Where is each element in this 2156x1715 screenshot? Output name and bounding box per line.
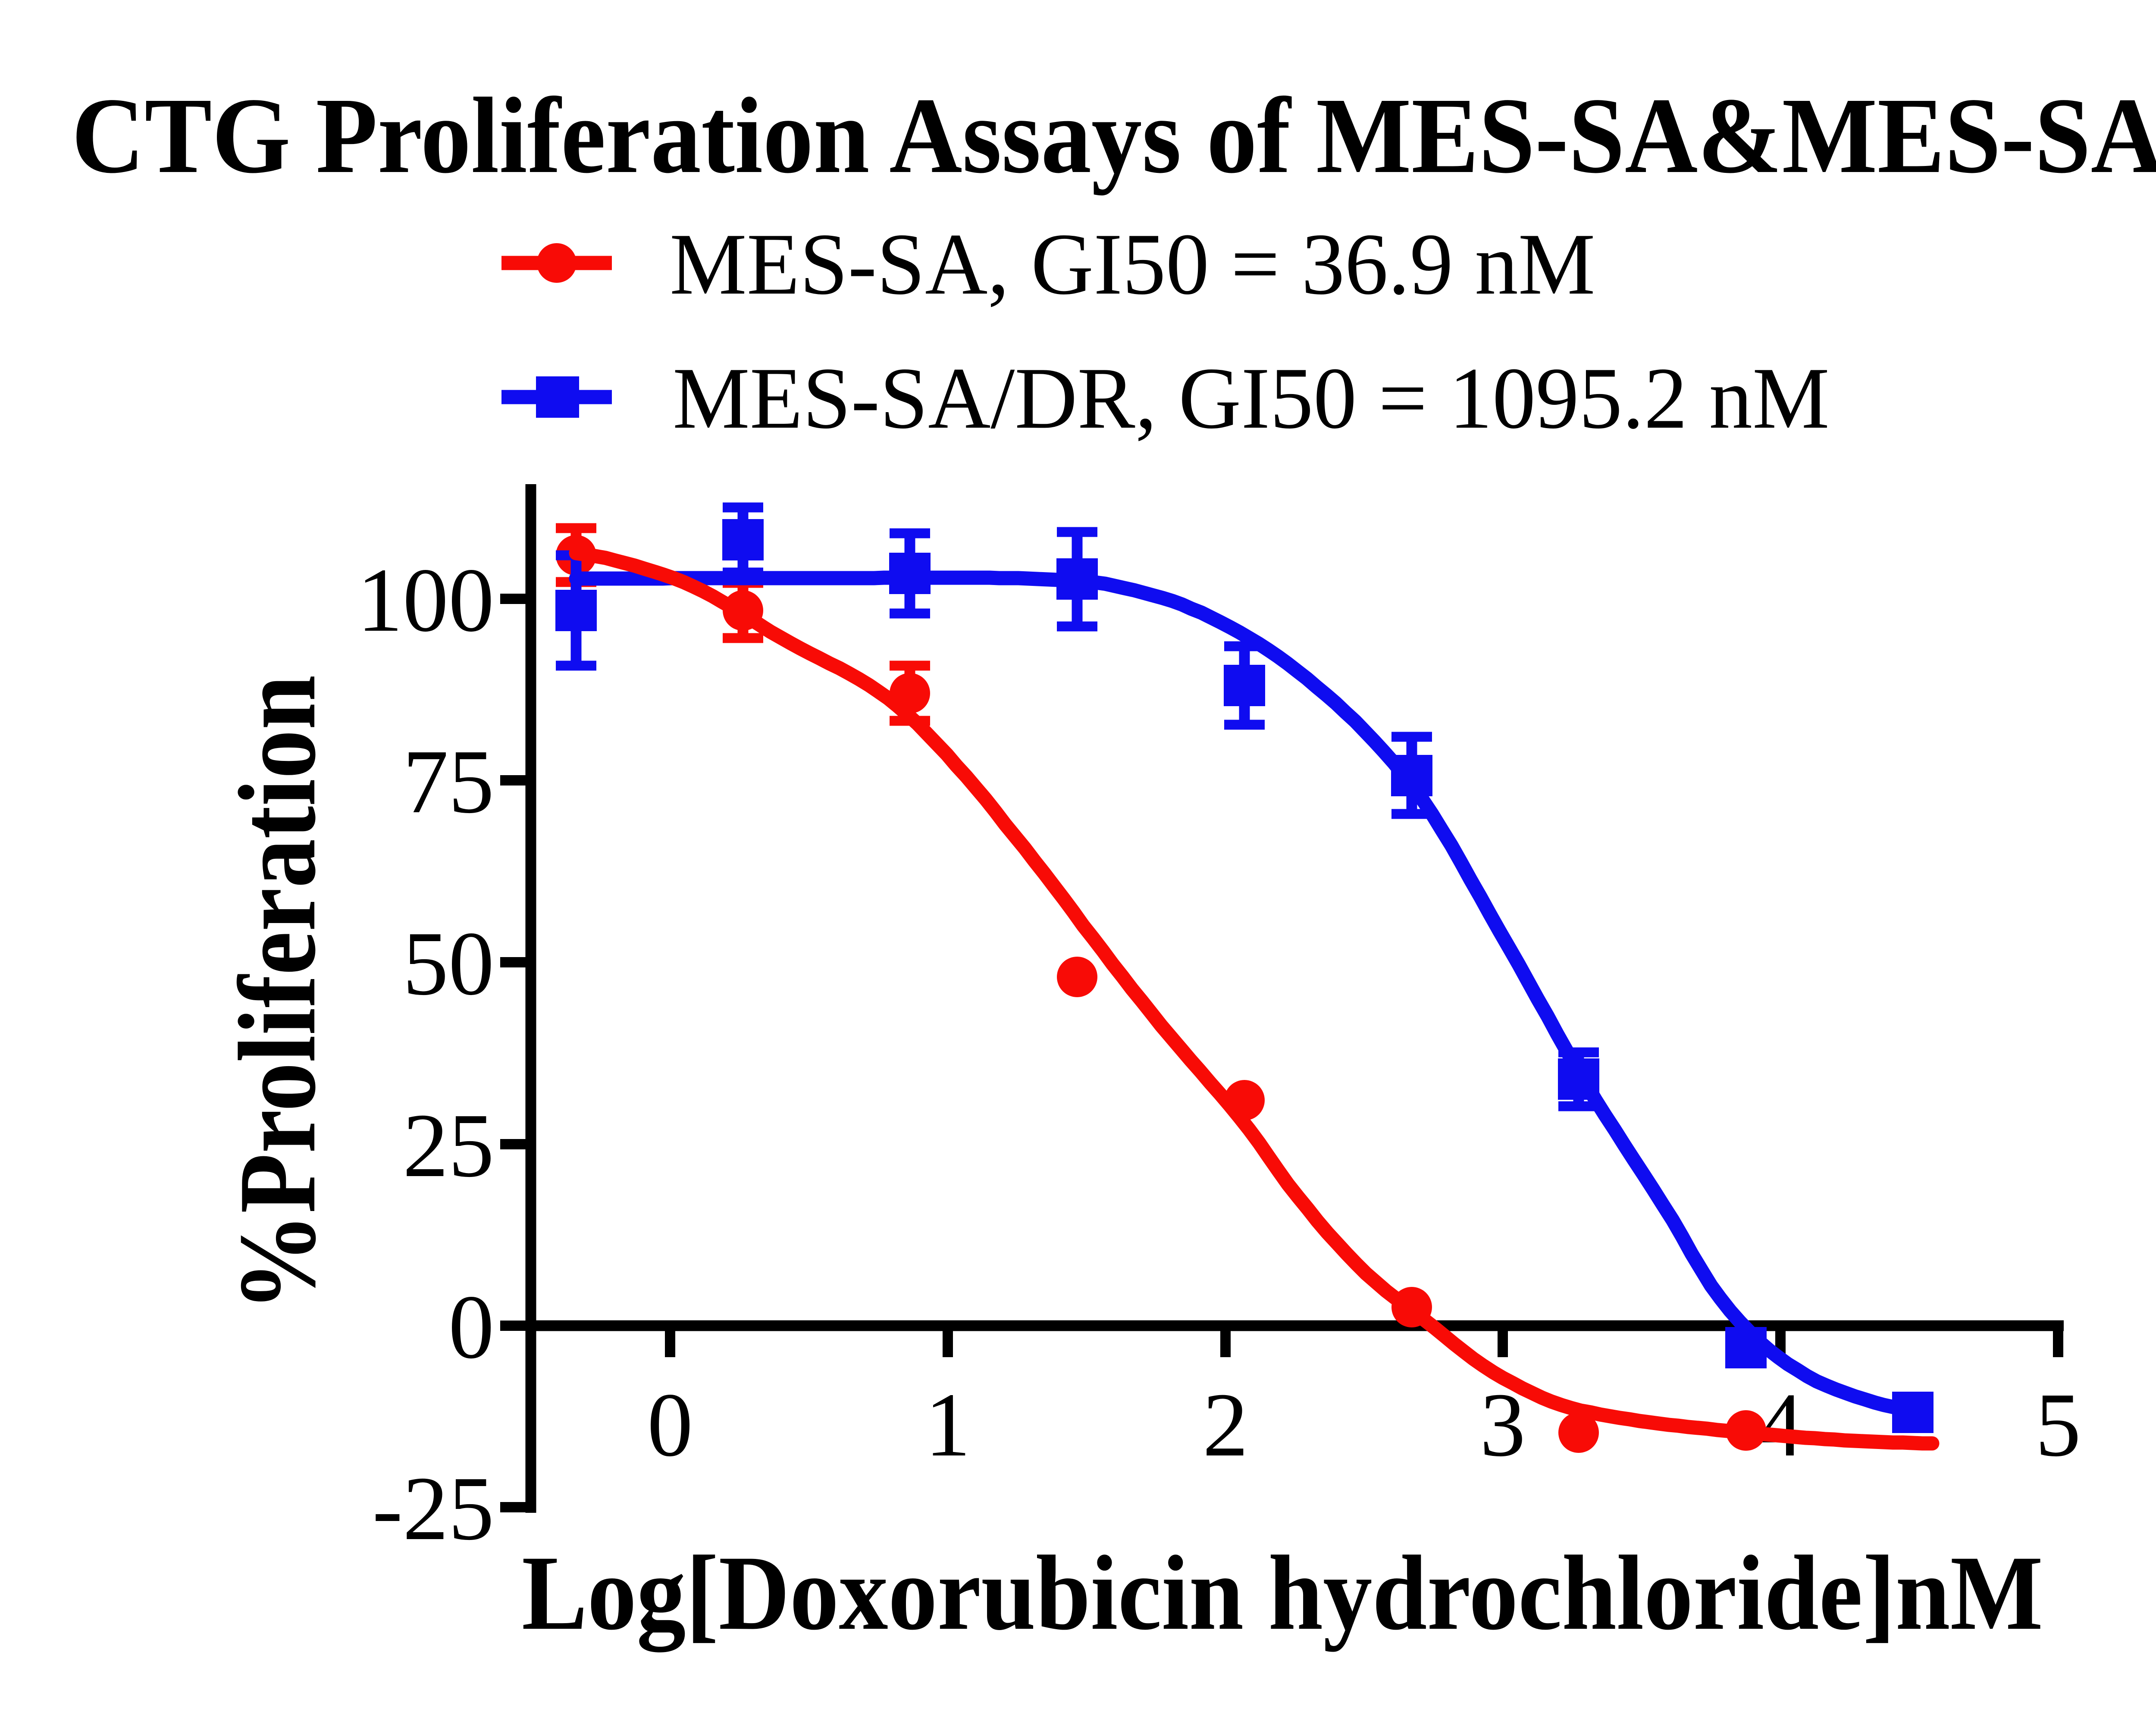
svg-text:25: 25 [403, 1095, 494, 1196]
svg-text:1: 1 [925, 1374, 971, 1475]
svg-text:50: 50 [403, 913, 494, 1014]
svg-text:5: 5 [2035, 1374, 2081, 1475]
svg-text:75: 75 [403, 731, 494, 832]
svg-text:MES-SA, GI50 = 36.9 nM: MES-SA, GI50 = 36.9 nM [670, 216, 1595, 313]
svg-text:-25: -25 [372, 1458, 494, 1559]
svg-text:Log[Doxorubicin hydrochloride]: Log[Doxorubicin hydrochloride]nM [522, 1533, 2043, 1652]
svg-text:0: 0 [647, 1374, 693, 1475]
svg-text:2: 2 [1203, 1374, 1248, 1475]
svg-text:0: 0 [448, 1276, 494, 1377]
svg-text:%Proliferation: %Proliferation [216, 675, 338, 1311]
svg-text:100: 100 [357, 549, 494, 651]
svg-text:CTG Proliferation Assays of ME: CTG Proliferation Assays of MES-SA&MES-S… [72, 75, 2156, 196]
svg-text:MES-SA/DR, GI50 = 1095.2 nM: MES-SA/DR, GI50 = 1095.2 nM [673, 350, 1830, 447]
